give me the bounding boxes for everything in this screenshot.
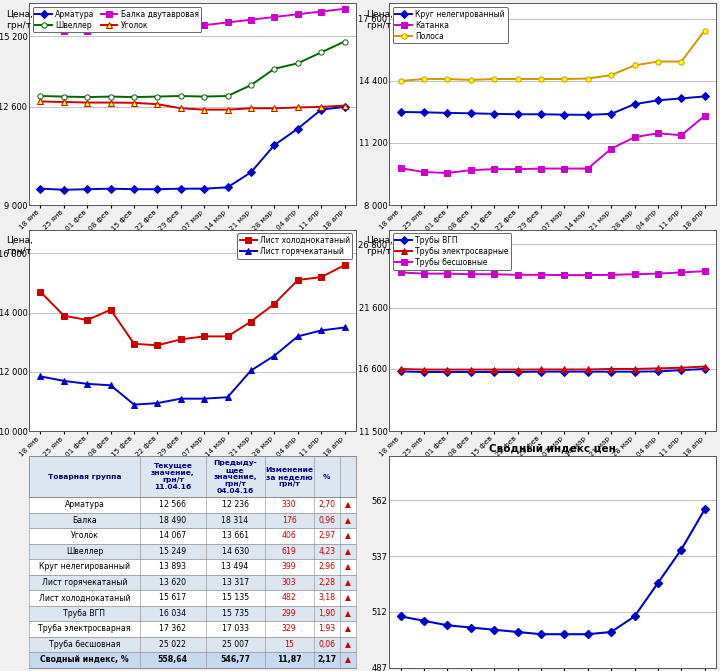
Text: ▲: ▲ (345, 609, 351, 618)
Text: Изменение
за неделю
грн/т: Изменение за неделю грн/т (265, 466, 313, 486)
Text: 0,96: 0,96 (318, 516, 336, 525)
Text: 11,87: 11,87 (276, 656, 302, 664)
Text: 13 620: 13 620 (159, 578, 186, 587)
Text: 13 494: 13 494 (222, 562, 248, 572)
Text: 0,06: 0,06 (318, 640, 336, 649)
Text: 12 566: 12 566 (159, 501, 186, 509)
Text: %: % (323, 474, 330, 480)
Text: Предыду-
щее
значение,
грн/т
04.04.16: Предыду- щее значение, грн/т 04.04.16 (213, 460, 257, 494)
Legend: Трубы ВГП, Трубы электросварные, Трубы бесшовные: Трубы ВГП, Трубы электросварные, Трубы б… (393, 234, 511, 270)
Text: Уголок: Уголок (71, 531, 99, 540)
Bar (29, 652, 356, 668)
Text: 17 033: 17 033 (222, 625, 248, 633)
Text: Труба электросварная: Труба электросварная (38, 625, 131, 633)
Text: 14 630: 14 630 (222, 547, 248, 556)
Text: 299: 299 (282, 609, 297, 618)
Text: 329: 329 (282, 625, 297, 633)
Text: 13 317: 13 317 (222, 578, 248, 587)
Text: 15 735: 15 735 (222, 609, 248, 618)
Text: ▲: ▲ (345, 640, 351, 649)
Text: 176: 176 (282, 516, 297, 525)
Text: 619: 619 (282, 547, 297, 556)
Text: 18 490: 18 490 (159, 516, 186, 525)
Bar (29, 528, 356, 544)
Bar (29, 606, 356, 621)
Text: Текущее
значение,
грн/т
11.04.16: Текущее значение, грн/т 11.04.16 (151, 463, 194, 490)
Text: 2,96: 2,96 (318, 562, 336, 572)
Text: 13 893: 13 893 (159, 562, 186, 572)
Text: 330: 330 (282, 501, 297, 509)
Text: 399: 399 (282, 562, 297, 572)
Legend: Арматура, Швеллер, Балка двутавровая, Уголок: Арматура, Швеллер, Балка двутавровая, Уг… (32, 7, 201, 32)
Text: 16 034: 16 034 (159, 609, 186, 618)
Text: ▲: ▲ (345, 516, 351, 525)
Bar (29, 544, 356, 559)
Text: 15 617: 15 617 (159, 593, 186, 603)
Text: 406: 406 (282, 531, 297, 540)
Text: Труба ВГП: Труба ВГП (63, 609, 105, 618)
Text: Круг нелегированный: Круг нелегированный (39, 562, 130, 572)
Text: 546,77: 546,77 (220, 656, 250, 664)
Bar (29, 637, 356, 652)
Text: 482: 482 (282, 593, 297, 603)
Text: Балка: Балка (72, 516, 96, 525)
Text: 3,18: 3,18 (318, 593, 336, 603)
Text: 2,28: 2,28 (318, 578, 336, 587)
Text: ▲: ▲ (345, 531, 351, 540)
Text: ▲: ▲ (345, 656, 351, 664)
Text: 15 249: 15 249 (159, 547, 186, 556)
Text: ▲: ▲ (345, 547, 351, 556)
Text: Лист холоднокатаный: Лист холоднокатаный (39, 593, 130, 603)
Text: Сводный индекс, %: Сводный индекс, % (40, 656, 129, 664)
Bar (29, 621, 356, 637)
Text: 12 236: 12 236 (222, 501, 248, 509)
Text: 15: 15 (284, 640, 294, 649)
Text: 18 314: 18 314 (222, 516, 248, 525)
Text: 2,97: 2,97 (318, 531, 336, 540)
Title: Сводный индекс цен: Сводный индекс цен (490, 444, 616, 454)
Text: ▲: ▲ (345, 578, 351, 587)
Bar (29, 513, 356, 528)
Text: 25 007: 25 007 (222, 640, 248, 649)
Text: 17 362: 17 362 (159, 625, 186, 633)
Text: ▲: ▲ (345, 501, 351, 509)
Text: Цена,
грн/т: Цена, грн/т (6, 236, 32, 256)
Text: ▲: ▲ (345, 593, 351, 603)
Text: Лист горячекатаный: Лист горячекатаный (42, 578, 127, 587)
Text: 15 135: 15 135 (222, 593, 248, 603)
Text: ▲: ▲ (345, 562, 351, 572)
Text: 4,23: 4,23 (318, 547, 336, 556)
Text: Арматура: Арматура (65, 501, 104, 509)
Text: ▲: ▲ (345, 625, 351, 633)
Bar (29, 497, 356, 513)
Text: 2,70: 2,70 (318, 501, 336, 509)
Text: Цена,
грн/т: Цена, грн/т (6, 9, 32, 30)
Text: Цена,
грн/т: Цена, грн/т (366, 9, 393, 30)
Text: 558,64: 558,64 (158, 656, 188, 664)
Legend: Круг нелегированный, Катанка, Полоса: Круг нелегированный, Катанка, Полоса (393, 7, 508, 44)
Text: 303: 303 (282, 578, 297, 587)
Text: Товарная группа: Товарная группа (48, 474, 121, 480)
Bar (29, 456, 356, 497)
Text: Цена,
грн/т: Цена, грн/т (366, 236, 393, 256)
Text: 1,93: 1,93 (318, 625, 336, 633)
Text: 2,17: 2,17 (318, 656, 336, 664)
Text: 1,90: 1,90 (318, 609, 336, 618)
Text: 13 661: 13 661 (222, 531, 248, 540)
Bar (29, 559, 356, 574)
Legend: Лист холоднокатаный, Лист горячекатаный: Лист холоднокатаный, Лист горячекатаный (237, 234, 352, 259)
Bar (29, 590, 356, 606)
Bar (29, 574, 356, 590)
Text: Швеллер: Швеллер (66, 547, 103, 556)
Text: Труба бесшовная: Труба бесшовная (49, 640, 120, 649)
Text: 25 022: 25 022 (159, 640, 186, 649)
Text: 14 067: 14 067 (159, 531, 186, 540)
